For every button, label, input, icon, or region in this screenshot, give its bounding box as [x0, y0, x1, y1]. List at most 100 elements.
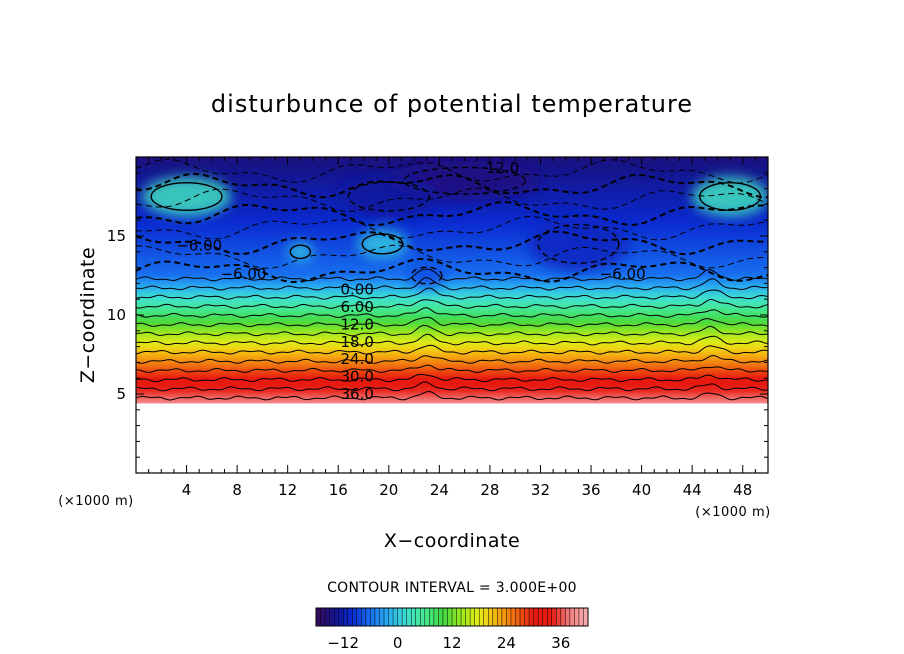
colorbar-segment — [429, 608, 435, 626]
colorbar-segment — [352, 608, 358, 626]
colorbar-segment — [461, 608, 466, 626]
contour-label: 30.0 — [340, 368, 373, 386]
colorbar-segment — [560, 608, 566, 626]
contour-closed — [537, 223, 620, 264]
colorbar-segment — [456, 608, 462, 626]
colorbar-segment — [388, 608, 394, 626]
contour-closed — [410, 266, 443, 285]
contour-line — [136, 307, 768, 319]
y-tick-label: 10 — [107, 306, 126, 324]
colorbar-segment — [334, 608, 340, 626]
x-tick-label: 12 — [278, 481, 297, 499]
colorbar-segment — [578, 608, 584, 626]
chart-title: disturbunce of potential temperature — [211, 90, 693, 118]
colorbar-segment — [542, 608, 548, 626]
colorbar-segment — [361, 608, 367, 626]
contour-line-negative — [136, 172, 768, 199]
x-axis: 4 8 12 16 20 24 28 32 36 40 44 48 — [148, 157, 756, 499]
x-unit-left: (×1000 m) — [58, 494, 133, 509]
contour-label: −6.00 — [176, 236, 222, 254]
colorbar-ticks: −12 0 12 24 36 — [327, 634, 570, 652]
x-tick-label: 28 — [480, 481, 499, 499]
contour-label: −6.00 — [220, 265, 266, 283]
colorbar-segment — [347, 608, 353, 626]
colorbar-segment — [551, 608, 557, 626]
colorbar-segment — [447, 608, 453, 626]
colorbar-segment — [533, 608, 539, 626]
colorbar-segment — [365, 608, 371, 626]
colorbar-segment — [470, 608, 476, 626]
colorbar-segment — [483, 608, 489, 626]
colorbar-segment — [583, 608, 589, 626]
contour-line — [136, 381, 768, 392]
contour-label: 36.0 — [340, 385, 373, 403]
x-unit-right: (×1000 m) — [695, 505, 770, 520]
colorbar-segment — [452, 608, 457, 626]
colorbar-segment — [356, 608, 362, 626]
colorbar-segment — [465, 608, 471, 626]
colorbar-tick-label: 36 — [551, 634, 570, 652]
contour-closed — [289, 244, 312, 260]
colorbar-segment — [370, 608, 376, 626]
colorbar-segment — [379, 608, 385, 626]
colorbar-segment — [343, 608, 349, 626]
colorbar-segment — [569, 608, 575, 626]
colorbar-tick-label: 24 — [497, 634, 516, 652]
colorbar-segment — [374, 608, 380, 626]
colorbar-segment — [316, 608, 321, 626]
contour-line — [136, 298, 768, 309]
colorbar-segment — [520, 608, 525, 626]
colorbar-segment — [510, 608, 516, 626]
contour-line — [136, 390, 768, 401]
colorbar-segment — [338, 608, 344, 626]
colorbar-segment — [529, 608, 534, 626]
colorbar-segment — [393, 608, 398, 626]
colorbar — [315, 607, 589, 627]
x-tick-label: 16 — [329, 481, 348, 499]
colorbar-segment — [547, 608, 553, 626]
colorbar-segment — [488, 608, 494, 626]
contour-line — [136, 364, 768, 374]
colorbar-tick-label: −12 — [327, 634, 359, 652]
contour-closed — [699, 181, 762, 212]
colorbar-segment — [320, 608, 326, 626]
x-tick-label: 4 — [182, 481, 192, 499]
contour-line-negative — [136, 215, 768, 241]
colorbar-segment — [406, 608, 412, 626]
x-tick-label: 48 — [733, 481, 752, 499]
colorbar-tick-label: 0 — [393, 634, 403, 652]
contour-line — [136, 316, 768, 328]
contour-closed — [150, 181, 223, 212]
disturbance-region — [527, 216, 629, 272]
colorbar-segment — [501, 608, 507, 626]
contour-line-negative — [136, 230, 768, 256]
colorbar-segment — [479, 608, 485, 626]
x-tick-label: 32 — [531, 481, 550, 499]
contour-line-negative — [136, 200, 768, 226]
contour-line — [136, 373, 768, 383]
contour-label: −6.00 — [600, 265, 646, 283]
contour-labels: 12.0−6.00−6.00 −6.000.006.0012.018.024.03… — [176, 159, 645, 403]
y-tick-label: 15 — [107, 227, 126, 245]
colorbar-segment — [474, 608, 480, 626]
colorbar-segment — [538, 608, 544, 626]
contour-label: 18.0 — [340, 333, 373, 351]
contour-line-negative — [136, 158, 768, 184]
colorbar-segment — [438, 608, 444, 626]
colorbar-segment — [397, 608, 403, 626]
contour-line-negative — [136, 258, 768, 284]
x-tick-label: 40 — [632, 481, 651, 499]
contour-line — [136, 324, 768, 337]
colorbar-segment — [329, 608, 335, 626]
contour-closed — [403, 166, 527, 195]
contour-label: 24.0 — [340, 350, 373, 368]
colorbar-segment — [442, 608, 448, 626]
contour-line-negative — [136, 187, 768, 212]
contour-line-negative — [136, 244, 768, 269]
contour-interval-text: CONTOUR INTERVAL = 3.000E+00 — [327, 580, 577, 596]
x-tick-label: 20 — [379, 481, 398, 499]
colorbar-segment — [492, 608, 498, 626]
contour-closed — [361, 233, 404, 255]
x-tick-label: 44 — [683, 481, 702, 499]
